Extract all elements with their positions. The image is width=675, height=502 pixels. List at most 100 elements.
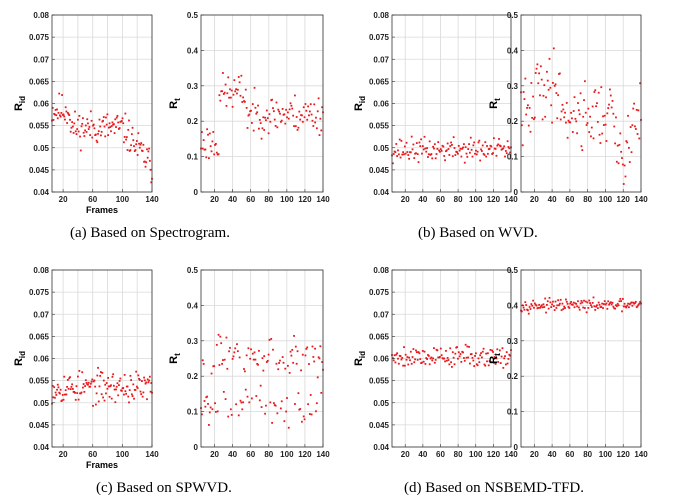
data-point — [251, 122, 253, 124]
data-point — [215, 151, 218, 154]
y-tick-label: 0.075 — [29, 288, 50, 297]
data-point — [281, 356, 284, 358]
data-point — [215, 142, 217, 145]
data-point — [618, 300, 621, 303]
data-point — [541, 306, 544, 309]
data-point — [97, 130, 100, 133]
data-point — [401, 357, 404, 359]
data-point — [254, 106, 257, 109]
data-point — [430, 153, 433, 155]
y-tick-label: 0.08 — [33, 266, 49, 275]
data-point — [213, 153, 216, 156]
data-point — [136, 387, 139, 389]
data-point — [228, 350, 230, 353]
data-point — [309, 394, 312, 396]
y-label-sub: t — [493, 353, 502, 356]
y-tick-label: 0.04 — [373, 443, 389, 452]
data-point — [597, 91, 600, 94]
x-tick-label: 120 — [617, 195, 631, 204]
data-point — [62, 113, 65, 116]
x-tick-label: 100 — [280, 195, 294, 204]
data-point — [402, 364, 405, 367]
data-point — [200, 131, 203, 133]
y-tick-label: 0.04 — [33, 188, 49, 197]
data-point — [639, 82, 642, 85]
data-point — [460, 155, 463, 158]
data-point — [583, 99, 585, 102]
data-point — [552, 47, 555, 50]
data-point — [629, 302, 632, 305]
data-point — [275, 101, 278, 104]
y-tick-label: 0.2 — [507, 117, 519, 126]
y-axis-label: Rid — [353, 351, 367, 366]
data-point — [565, 102, 568, 104]
data-point — [308, 110, 311, 113]
data-point — [318, 357, 321, 360]
data-point — [533, 116, 536, 119]
data-point — [475, 363, 478, 366]
y-tick-label: 0.2 — [507, 372, 519, 381]
x-tick-label: 40 — [548, 195, 557, 204]
data-point — [403, 364, 406, 367]
y-axis-label: Rid — [13, 96, 27, 111]
data-point — [564, 111, 566, 114]
data-point — [65, 393, 68, 396]
data-point — [121, 117, 124, 120]
axes-frame — [520, 14, 642, 193]
data-point — [600, 86, 603, 89]
axes-frame — [520, 269, 642, 448]
data-point — [222, 72, 224, 74]
data-point — [407, 363, 410, 366]
data-point — [293, 334, 295, 337]
data-point — [592, 137, 595, 140]
data-point — [420, 138, 423, 141]
data-point — [543, 306, 546, 308]
x-tick-label: 80 — [264, 195, 273, 204]
data-point — [450, 361, 452, 364]
data-point — [625, 140, 628, 143]
data-point — [310, 113, 313, 116]
data-point — [57, 111, 60, 114]
data-point — [246, 127, 249, 129]
data-point — [472, 359, 475, 362]
data-point — [258, 118, 261, 121]
data-point — [217, 153, 220, 156]
data-point — [404, 353, 407, 356]
data-point — [395, 143, 398, 145]
panel-d-rid: 0.04 0.045 0.05 0.055 0.06 0.065 0.07 0.075 0.08… — [353, 266, 518, 459]
data-point — [251, 397, 253, 400]
data-point — [296, 350, 299, 353]
data-point — [394, 151, 397, 154]
data-point — [612, 305, 615, 308]
data-point — [218, 364, 221, 366]
data-point — [236, 350, 239, 353]
data-point — [457, 144, 460, 147]
data-point — [529, 130, 532, 133]
data-point — [66, 378, 69, 381]
data-point — [94, 403, 97, 406]
data-point — [608, 303, 610, 306]
data-point — [446, 356, 449, 359]
data-point — [75, 385, 78, 388]
data-point — [291, 107, 294, 110]
data-point — [105, 116, 107, 119]
data-point — [596, 102, 598, 105]
data-point — [215, 343, 218, 346]
data-point — [412, 143, 415, 146]
data-point — [429, 357, 432, 360]
data-point — [618, 143, 621, 146]
x-tick-label: 100 — [469, 450, 483, 459]
data-point — [601, 302, 604, 305]
data-point — [477, 141, 480, 144]
data-point — [83, 135, 86, 137]
data-point — [586, 301, 589, 304]
data-point — [219, 335, 222, 338]
data-point — [418, 141, 421, 144]
data-point — [438, 149, 440, 152]
data-point — [89, 382, 92, 385]
data-point — [544, 115, 547, 118]
data-point — [437, 141, 440, 144]
data-point — [69, 118, 71, 121]
data-point — [269, 120, 272, 123]
data-point — [636, 305, 639, 308]
